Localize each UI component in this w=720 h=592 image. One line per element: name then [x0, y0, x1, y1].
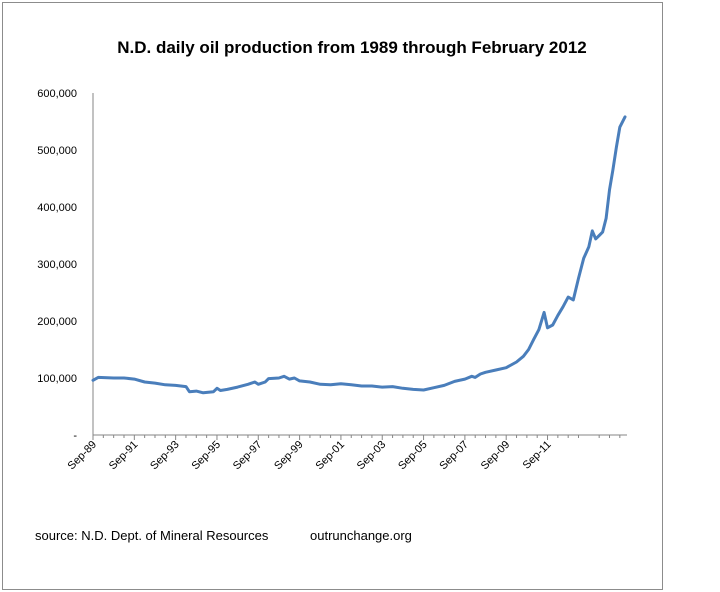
x-tick-label: Sep-93: [148, 439, 182, 473]
x-tick-label: Sep-11: [521, 439, 554, 472]
x-tick-label: Sep-07: [437, 439, 471, 473]
x-axis: Sep-89 Sep-91 Sep-93 Sep-95 Sep-97 Sep-99 Sep-…: [66, 434, 627, 473]
x-tick-label: Sep-05: [396, 439, 430, 473]
y-tick-label: 500,000: [37, 145, 77, 157]
x-tick-label: Sep-95: [190, 439, 224, 473]
y-tick-label: 100,000: [37, 373, 77, 385]
x-tick-label: Sep-09: [479, 439, 513, 473]
y-tick-label: 300,000: [37, 259, 77, 271]
y-tick-label: 600,000: [37, 88, 77, 100]
x-tick-label: Sep-99: [272, 439, 306, 473]
chart-frame: [2, 2, 663, 590]
y-tick-label: 200,000: [37, 316, 77, 328]
x-tick-label: Sep-97: [231, 439, 265, 473]
chart-title: N.D. daily oil production from 1989 thro…: [117, 38, 586, 57]
series-line: [91, 115, 627, 395]
source-site: outrunchange.org: [310, 528, 412, 543]
y-tick-label: -: [73, 430, 77, 442]
x-tick-label: Sep-89: [66, 439, 100, 473]
x-tick-label: Sep-01: [313, 439, 347, 473]
x-tick-label: Sep-91: [107, 439, 141, 473]
plot-area: [91, 115, 627, 395]
source-citation: source: N.D. Dept. of Mineral Resources: [35, 528, 269, 543]
y-axis: - 100,000 200,000 300,000 400,000 500,000 600,…: [37, 88, 94, 442]
y-tick-label: 400,000: [37, 202, 77, 214]
x-tick-label: Sep-03: [355, 439, 389, 473]
